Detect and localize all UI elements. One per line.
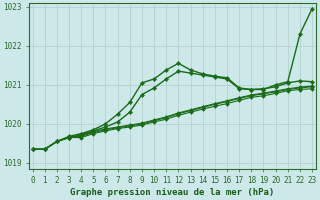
- X-axis label: Graphe pression niveau de la mer (hPa): Graphe pression niveau de la mer (hPa): [70, 188, 275, 197]
